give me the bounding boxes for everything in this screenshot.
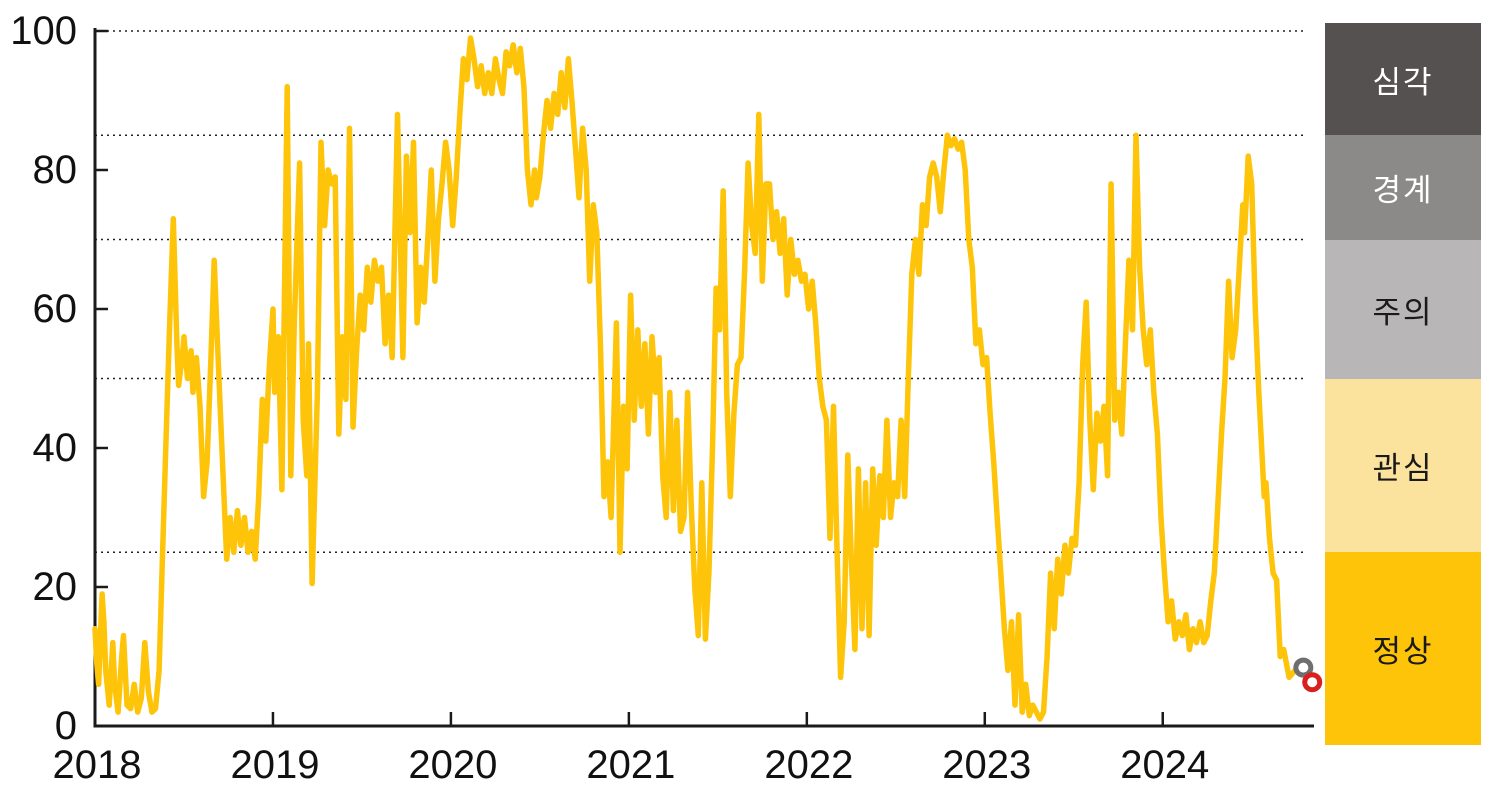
y-axis-tick-label: 100: [10, 9, 77, 53]
x-axis-tick-label: 2018: [53, 743, 142, 787]
x-axis-tick-label: 2019: [230, 743, 319, 787]
legend-zone-gwansim: 관심: [1325, 378, 1481, 553]
x-axis-tick-label: 2021: [586, 743, 675, 787]
legend-zone-label: 심각: [1372, 64, 1434, 100]
end-marker-previous-point: [1293, 657, 1314, 678]
risk-zone-legend: 심각 경계 주의 관심 정상: [1325, 23, 1481, 745]
x-axis-tick-label: 2020: [408, 743, 497, 787]
end-marker-latest-point: [1302, 672, 1323, 693]
series-line: [92, 35, 1299, 722]
legend-zone-gyeonggye: 경계: [1325, 135, 1481, 240]
y-axis-tick-label: 0: [55, 704, 77, 748]
legend-zone-label: 주의: [1372, 294, 1434, 330]
legend-zone-label: 관심: [1372, 450, 1434, 486]
legend-zone-label: 정상: [1372, 634, 1434, 670]
legend-zone-jeongsang: 정상: [1325, 552, 1481, 745]
legend-zone-juui: 주의: [1325, 239, 1481, 379]
x-axis-tick-label: 2023: [942, 743, 1031, 787]
y-axis-tick-label: 80: [33, 148, 78, 192]
legend-zone-simgak: 심각: [1325, 23, 1481, 136]
y-axis-tick-label: 40: [33, 426, 78, 470]
x-axis-tick-label: 2022: [764, 743, 853, 787]
legend-zone-label: 경계: [1372, 172, 1434, 208]
x-axis-tick-label: 2024: [1120, 743, 1209, 787]
y-axis-tick-label: 20: [33, 565, 78, 609]
y-axis-tick-label: 60: [33, 287, 78, 331]
